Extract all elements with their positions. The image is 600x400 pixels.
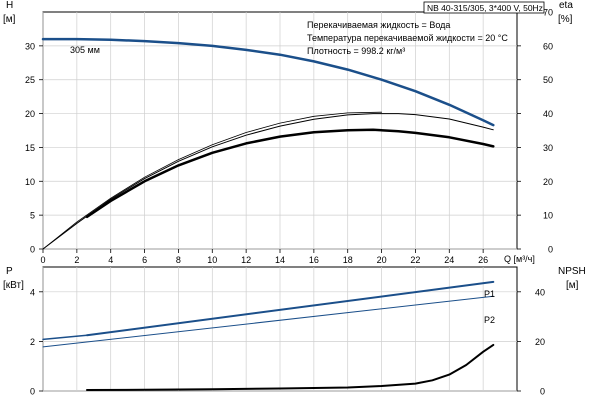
head-curve [41, 37, 495, 127]
top-x-tick-label: 20 [377, 255, 387, 265]
top-x-axis-label: Q [м³/ч] [504, 254, 535, 264]
top-right-tick-label: 30 [543, 143, 553, 153]
npsh-curve [86, 343, 495, 391]
top-grid [42, 12, 517, 250]
efficiency-curve-2 [42, 113, 494, 250]
bottom-left-axis-unit: [кВт] [3, 280, 24, 291]
bottom-right-tick-label: 20 [535, 337, 545, 347]
power-curve-p2 [42, 295, 494, 348]
bottom-right-axis-symbol: NPSH [558, 266, 586, 277]
bottom-grid [42, 267, 517, 392]
top-right-axis-unit: [%] [558, 14, 573, 25]
bottom-right-tick-label: 0 [540, 387, 545, 397]
efficiency-curve-3 [42, 111, 383, 250]
top-x-tick-label: 0 [40, 255, 45, 265]
model-title-box [423, 1, 545, 14]
top-left-tick-label: 15 [25, 143, 35, 153]
power-curve-p1 [86, 280, 495, 337]
top-x-axis-ticks: 0 2 4 6 8 10 12 14 16 18 20 22 24 26 [40, 249, 488, 265]
top-left-tick-label: 30 [25, 41, 35, 51]
top-x-tick-label: 26 [478, 255, 488, 265]
power-curve-p1-extension [42, 334, 88, 341]
top-x-tick-label: 2 [74, 255, 79, 265]
series-label-p2: P2 [484, 315, 495, 325]
bottom-panel: 0 2 4 0 20 40 P [кВт] NPSH [м] P1 P2 [3, 266, 586, 397]
top-x-tick-label: 14 [275, 255, 285, 265]
top-left-axis-unit: [м] [3, 14, 16, 25]
top-left-axis-symbol: H [6, 0, 13, 11]
annotation-liquid: Перекачиваемая жидкость = Вода [307, 20, 450, 30]
top-right-tick-label: 10 [543, 211, 553, 221]
bottom-right-axis-ticks: 0 20 40 [517, 287, 545, 397]
top-x-tick-label: 24 [444, 255, 454, 265]
top-x-tick-label: 8 [176, 255, 181, 265]
top-right-tick-label: 40 [543, 109, 553, 119]
top-right-tick-label: 0 [548, 245, 553, 255]
bottom-right-axis-unit: [м] [566, 280, 579, 291]
model-title: NB 40-315/305, 3*400 V, 50Hz [427, 3, 543, 13]
top-right-tick-label: 20 [543, 177, 553, 187]
top-x-tick-label: 16 [309, 255, 319, 265]
top-left-tick-label: 20 [25, 109, 35, 119]
top-left-axis-ticks: 0 5 10 15 20 25 30 [25, 41, 43, 255]
top-left-tick-label: 25 [25, 75, 35, 85]
bottom-right-tick-label: 40 [535, 287, 545, 297]
efficiency-curve-1 [85, 128, 495, 219]
top-left-tick-label: 10 [25, 177, 35, 187]
top-x-tick-label: 12 [241, 255, 251, 265]
annotation-temperature: Температура перекачиваемой жидкости = 20… [307, 33, 508, 43]
top-x-tick-label: 4 [108, 255, 113, 265]
series-label-p1: P1 [484, 289, 495, 299]
top-left-tick-label: 0 [30, 245, 35, 255]
bottom-left-axis-symbol: P [6, 266, 13, 277]
top-right-tick-label: 70 [543, 8, 553, 18]
top-right-tick-label: 50 [543, 75, 553, 85]
top-left-tick-label: 5 [30, 211, 35, 221]
bottom-left-tick-label: 4 [30, 287, 35, 297]
bottom-left-tick-label: 0 [30, 387, 35, 397]
bottom-left-tick-label: 2 [30, 337, 35, 347]
top-right-axis-ticks: 0 10 20 30 40 50 60 70 [517, 8, 553, 255]
bottom-left-axis-ticks: 0 2 4 [30, 287, 43, 397]
bottom-series-group [42, 280, 495, 391]
top-x-tick-label: 10 [207, 255, 217, 265]
top-right-axis-symbol: eta [559, 0, 573, 11]
top-series-group [41, 37, 495, 250]
annotation-density: Плотность = 998.2 кг/м³ [307, 46, 405, 56]
top-x-tick-label: 18 [343, 255, 353, 265]
top-x-tick-label: 22 [410, 255, 420, 265]
top-x-tick-label: 6 [142, 255, 147, 265]
impeller-diameter-label: 305 мм [70, 45, 100, 55]
top-right-tick-label: 60 [543, 41, 553, 51]
